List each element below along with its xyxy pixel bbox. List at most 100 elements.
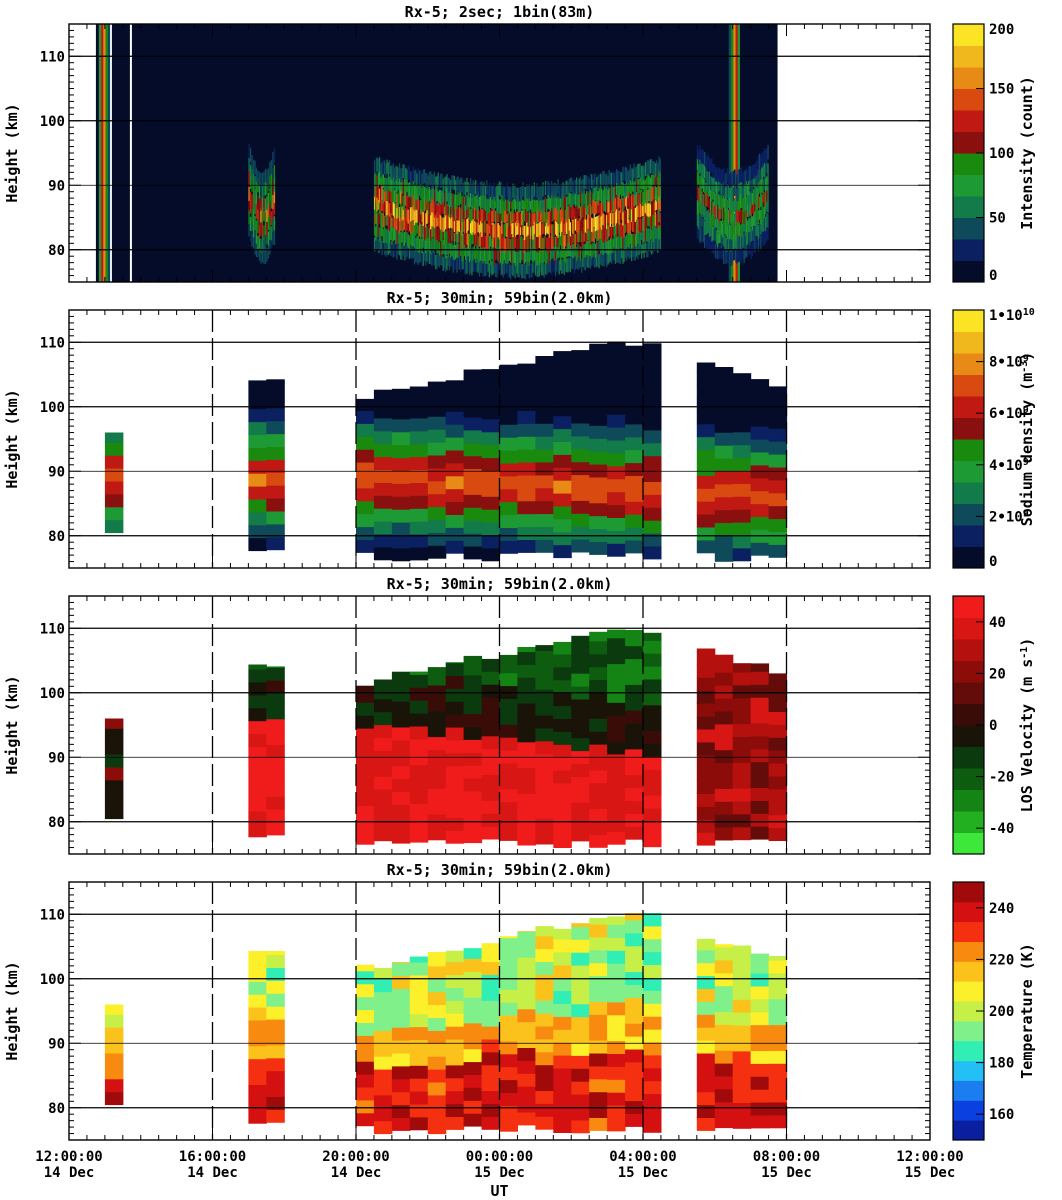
data-cell [696, 410, 716, 425]
intensity-streak [480, 195, 482, 210]
data-cell [517, 1111, 536, 1126]
intensity-streak [629, 179, 631, 194]
data-cell [535, 645, 554, 651]
data-cell [732, 788, 752, 802]
intensity-streak [638, 179, 640, 194]
intensity-streak [463, 230, 466, 245]
intensity-streak [456, 177, 458, 192]
data-cell [696, 475, 716, 489]
intensity-streak [584, 205, 587, 220]
data-cell [553, 1093, 572, 1108]
data-cell [589, 489, 608, 504]
intensity-streak [594, 243, 597, 258]
intensity-streak [755, 210, 757, 225]
intensity-streak [421, 252, 423, 267]
data-cell [248, 421, 267, 435]
colorbar-tick-label: -40 [989, 821, 1014, 837]
intensity-streak [420, 234, 422, 249]
intensity-streak [583, 215, 585, 230]
intensity-streak [563, 194, 565, 209]
intensity-streak [402, 241, 404, 256]
intensity-streak [618, 170, 620, 185]
intensity-streak [490, 221, 492, 236]
data-cell [643, 640, 662, 654]
intensity-streak [766, 227, 768, 242]
data-cell [696, 514, 716, 528]
intensity-streak [651, 240, 653, 255]
data-cell [535, 449, 554, 463]
data-cell [732, 999, 752, 1013]
intensity-streak [763, 148, 766, 163]
data-cell [571, 673, 590, 687]
y-tick-label: 80 [48, 529, 65, 545]
data-cell [732, 470, 752, 484]
intensity-streak [457, 206, 459, 221]
data-cell [427, 1017, 447, 1031]
intensity-streak [736, 186, 738, 201]
intensity-streak [400, 189, 402, 204]
intensity-streak [751, 178, 754, 193]
intensity-streak [614, 249, 617, 264]
colorbar-swatch [953, 811, 984, 833]
intensity-streak [460, 189, 462, 205]
data-cell [768, 544, 788, 558]
intensity-streak [763, 216, 766, 231]
data-cell [266, 459, 285, 473]
data-cell [409, 469, 429, 483]
data-cell [248, 981, 267, 995]
data-cell [481, 943, 501, 950]
intensity-streak [737, 236, 739, 251]
intensity-streak [767, 213, 769, 228]
y-tick-label: 110 [40, 49, 65, 65]
data-cell [643, 1093, 662, 1107]
intensity-streak [388, 238, 391, 253]
data-cell [607, 388, 626, 402]
intensity-streak [377, 185, 379, 200]
colorbar-tick-label: 1•1010 [989, 307, 1035, 325]
intensity-streak [648, 212, 650, 227]
data-cell [248, 1032, 267, 1047]
intensity-streak [707, 193, 709, 208]
intensity-streak [599, 202, 602, 217]
data-cell [463, 739, 483, 753]
data-cell [248, 669, 267, 683]
intensity-streak [531, 263, 533, 278]
intensity-streak [511, 249, 513, 264]
intensity-streak [608, 249, 610, 264]
intensity-streak [412, 243, 414, 258]
data-cell [607, 663, 626, 677]
intensity-streak [390, 225, 392, 240]
intensity-streak [472, 246, 474, 261]
data-cell [248, 681, 267, 696]
intensity-streak [707, 234, 709, 250]
data-cell [535, 714, 554, 729]
intensity-streak [516, 220, 518, 235]
intensity-streak [714, 205, 717, 220]
data-cell [607, 341, 626, 351]
intensity-streak [397, 176, 399, 191]
data-cell [463, 1113, 483, 1127]
intensity-streak [699, 186, 701, 201]
intensity-streak [647, 212, 649, 227]
intensity-streak [497, 223, 499, 238]
intensity-streak [423, 169, 426, 184]
colorbar-swatch [953, 153, 984, 175]
intensity-streak [737, 222, 739, 237]
panel-title: Rx-5; 2sec; 1bin(83m) [405, 3, 595, 21]
data-cell [481, 826, 501, 840]
intensity-streak [576, 231, 578, 246]
intensity-streak [730, 251, 732, 266]
intensity-streak [498, 250, 500, 265]
intensity-streak [552, 207, 554, 222]
intensity-streak [717, 168, 719, 184]
intensity-streak [751, 216, 754, 231]
data-cell [409, 482, 429, 496]
intensity-streak [637, 191, 639, 207]
intensity-streak [505, 185, 507, 200]
intensity-streak [263, 207, 265, 222]
intensity-streak [400, 245, 402, 260]
data-cell [481, 418, 501, 433]
data-cell [445, 475, 465, 490]
intensity-streak [578, 254, 580, 269]
intensity-streak [584, 218, 587, 233]
